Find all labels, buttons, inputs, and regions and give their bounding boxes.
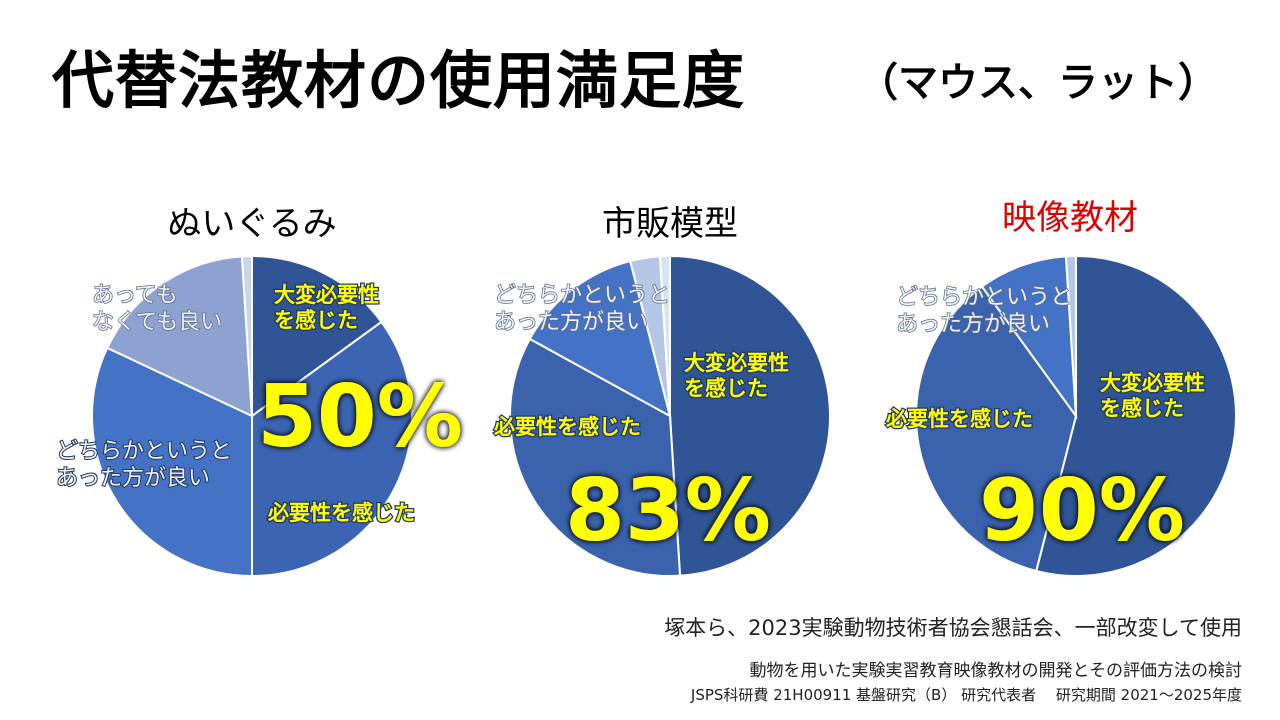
highlight-plush: 50% <box>257 367 463 467</box>
pie-2-slice-0 <box>1034 254 1237 577</box>
page-title: 代替法教材の使用満足度 <box>52 44 746 117</box>
pie-2-slice-2 <box>980 255 1078 420</box>
label-rather-video: どちらかというとあった方が良い <box>896 285 1072 337</box>
label-rather-model: どちらかというとあった方が良い <box>494 283 670 335</box>
chart-title-video: 映像教材 <box>1002 198 1138 238</box>
label-either-plush: あってもなくても良い <box>92 283 222 335</box>
page-subtitle: （マウス、ラット） <box>858 60 1218 106</box>
label-necessary-plush: 必要性を感じた <box>268 501 415 525</box>
label-necessary-video: 必要性を感じた <box>886 407 1033 431</box>
pie-0-slice-1 <box>251 320 413 578</box>
pie-0-slice-0 <box>251 254 383 418</box>
label-very-video: 大変必要性を感じた <box>1100 371 1205 421</box>
source-note: 塚本ら、2023実験動物技術者協会懇話会、一部改変して使用 <box>664 616 1242 640</box>
chart-title-model: 市販模型 <box>602 204 738 244</box>
pie-0-slice-2 <box>91 346 253 578</box>
label-necessary-model: 必要性を感じた <box>494 415 641 439</box>
chart-title-plush: ぬいぐるみ <box>167 204 337 244</box>
grant-note: JSPS科研費 21H00911 基盤研究（B） 研究代表者 研究期間 2021… <box>690 686 1242 704</box>
label-rather-plush: どちらかというとあった方が良い <box>56 439 232 491</box>
pie-0-slice-3 <box>105 255 254 418</box>
pie-1-slice-4 <box>658 254 671 417</box>
highlight-video: 90% <box>979 461 1185 561</box>
project-note: 動物を用いた実験実習教育映像教材の開発とその評価方法の検討 <box>749 661 1243 681</box>
pie-1-slice-0 <box>669 254 831 577</box>
highlight-model: 83% <box>565 461 771 561</box>
pie-2-slice-3 <box>1064 254 1077 417</box>
pie-0-slice-4 <box>240 254 253 417</box>
label-very-model: 大変必要性を感じた <box>684 351 789 401</box>
pie-2-slice-1 <box>915 285 1078 573</box>
pie-1-slice-2 <box>528 259 672 418</box>
label-very-plush: 大変必要性を感じた <box>274 283 379 333</box>
